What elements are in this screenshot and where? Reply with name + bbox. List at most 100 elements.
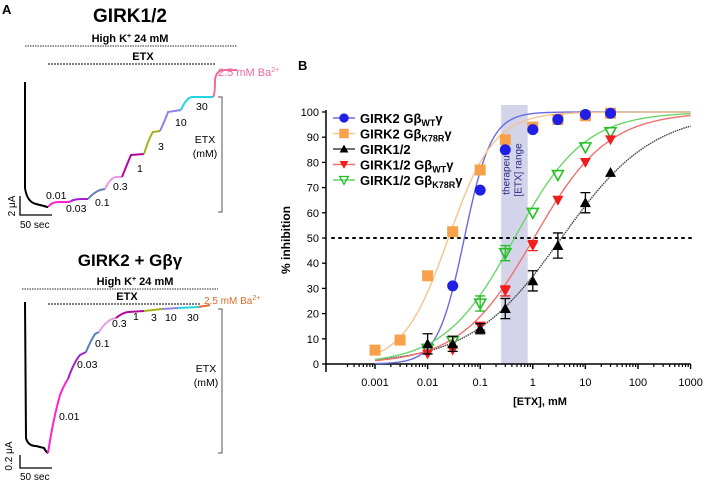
step-label: 0.3 [113,181,128,193]
etx-bracket-top [218,96,223,213]
data-point-series-3 [579,158,591,168]
data-point-series-0 [447,280,459,292]
trace-step-0.1 [85,331,100,353]
therapeutic-range-label-2: [ETX] range [513,143,524,197]
ba-label-bottom: 2.5 mM Ba2+ [204,295,260,307]
trace-step-1 [115,310,145,319]
data-point-series-1 [394,334,406,346]
etx-bracket-bottom [218,308,223,454]
scale-y-bottom: 0.2 μA [4,441,15,470]
bracket-label-top-1: ETX [195,134,215,146]
step-label: 0.03 [66,203,87,215]
y-tick-label: 60 [307,208,319,220]
legend-label-2: GIRK1/2 [360,142,411,157]
step-label: 1 [137,163,143,175]
data-point-series-4 [473,298,488,311]
trace-bottom-etx-label: ETX [116,291,138,303]
trace-baseline-segment [24,82,49,208]
trace-step-0.3 [98,317,117,333]
data-point-series-4 [551,169,565,183]
bracket-label-bottom-2: (mM) [194,377,219,389]
trace-bottom-title: GIRK2 + Gβγ [78,251,183,270]
step-label: 0.03 [77,359,98,371]
x-tick-label: 0.1 [473,377,488,389]
scale-bar-bottom [19,455,52,469]
data-point-series-2 [499,303,511,313]
scale-y-top: 2 μA [7,195,18,216]
data-point-series-2 [604,166,616,177]
trace-step-0.1 [87,188,106,200]
step-label: 0.01 [46,190,67,202]
data-point-series-2 [552,240,564,250]
legend-marker [339,160,349,169]
legend-marker [339,113,349,123]
x-axis-label: [ETX], mM [513,396,567,408]
trace-bottom-high-k: High K+ 24 mM [97,276,174,288]
trace-bottom: GIRK2 + Gβγ High K+ 24 mM ETX 0.01 0.03 0.… [4,251,260,482]
step-label: 0.01 [59,411,80,423]
x-tick-label: 0.01 [417,377,438,389]
data-point-series-3 [527,241,539,252]
trace-top-title: GIRK1/2 [93,6,167,27]
x-tick-label: 0.001 [361,377,389,389]
x-tick-label: 100 [629,377,647,389]
trace-bottom-paths: 0.01 0.03 0.10.3 1 3 10 30 [24,301,211,454]
data-point-series-1 [369,344,381,356]
y-tick-label: 80 [307,157,319,169]
data-point-series-3 [499,286,511,297]
data-point-series-4 [603,126,618,140]
trace-step-10 [161,307,179,310]
trace-top-etx-label: ETX [132,51,154,63]
x-tick-label: 1 [530,377,536,389]
data-point-series-3 [552,195,564,206]
trace-step-3 [143,308,163,312]
data-point-series-4 [578,142,593,155]
panel-b: B therapeutic [ETX] range 0 10 20 30 40 50 60 7… [279,58,703,408]
trace-step-0.3 [104,176,122,190]
data-point-series-0 [499,144,511,156]
data-point-series-1 [499,134,511,146]
data-point-series-4 [525,207,540,220]
x-tick-label: 10 [579,377,591,389]
data-points [369,107,618,360]
legend-marker [338,175,350,186]
therapeutic-range-label-1: therapeutic [501,145,512,194]
scale-x-bottom: 50 sec [20,472,49,482]
trace-step-0.03 [67,351,87,380]
bracket-label-top-2: (mM) [193,148,218,160]
legend-marker [339,128,349,139]
panel-a: A GIRK1/2 High K+ 24 mM ETX 0.010.03 0.10… [2,2,279,482]
data-point-series-0 [579,109,591,121]
data-point-series-2 [422,338,434,349]
trace-top: GIRK1/2 High K+ 24 mM ETX 0.010.03 0.10.3… [7,6,279,231]
trace-step-0.01 [47,200,72,208]
y-axis-label: % inhibition [279,206,293,274]
step-label: 0.1 [95,338,110,350]
trace-step-0.01 [47,378,69,454]
step-label: 0.3 [112,318,127,330]
bracket-label-bottom-1: ETX [196,363,216,375]
step-label: 10 [175,117,187,129]
y-tick-label: 20 [307,309,319,321]
fit-curve-1 [374,111,691,355]
data-point-series-3 [604,135,616,146]
legend-label-1: GIRK2 GβK78Rγ [360,127,452,144]
y-tick-label: 90 [307,132,319,144]
step-label: 30 [196,101,208,113]
y-tick-label: 10 [307,334,319,346]
step-label: 30 [187,312,199,324]
ba-label-top: 2.5 mM Ba2+ [218,67,279,79]
fit-curve-4 [374,113,691,360]
trace-step-10 [159,109,182,132]
step-label: 10 [165,312,177,324]
scale-x-top: 50 sec [20,220,49,231]
data-point-series-0 [604,107,616,119]
scale-bar-top [19,196,52,216]
data-point-series-1 [447,226,459,238]
chart-axes: 0 10 20 30 40 50 60 70 80 90 100 0.001 0.01 0.1 1 10 100… [301,107,703,389]
panel-b-label: B [298,58,307,73]
trace-ba-segment [198,304,211,308]
panel-a-label: A [2,2,12,17]
